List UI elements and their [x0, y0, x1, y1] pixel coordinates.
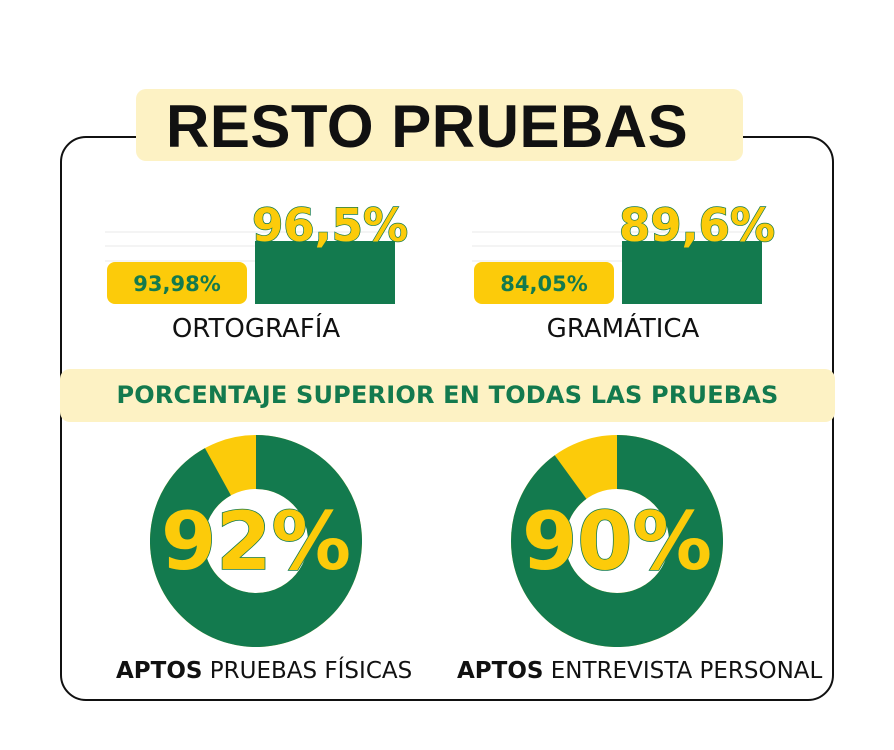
category-label-ortografia: ORTOGRAFÍA — [171, 314, 341, 344]
banner-text: PORCENTAJE SUPERIOR EN TODAS LAS PRUEBAS — [116, 381, 779, 409]
donut-svg: 92% — [150, 435, 362, 647]
category-label-gramatica: GRAMÁTICA — [546, 314, 700, 344]
bar-chart-gramatica: 84,05% 89,6% — [472, 180, 792, 310]
donut-slice-apto — [511, 435, 723, 647]
bar-previous — [474, 262, 614, 304]
caption-bold: APTOS — [457, 658, 544, 684]
caption-bold: APTOS — [116, 658, 203, 684]
bar-previous-label: 84,05% — [500, 272, 587, 296]
banner: PORCENTAJE SUPERIOR EN TODAS LAS PRUEBAS — [60, 369, 835, 422]
caption-entrevista: APTOS ENTREVISTA PERSONAL — [457, 655, 822, 687]
donut-chart-entrevista: 90% — [511, 435, 723, 647]
donut-slice-apto — [150, 435, 362, 647]
bar-current-label: 89,6% — [619, 199, 775, 252]
donut-svg: 90% — [511, 435, 723, 647]
caption-pruebas-fisicas: APTOS PRUEBAS FÍSICAS — [116, 655, 412, 687]
bar-current — [255, 241, 395, 304]
bar-current-label: 96,5% — [252, 199, 408, 252]
page-title: RESTO PRUEBAS — [166, 93, 689, 160]
bar-chart-ortografia-svg: 93,98% 96,5% — [105, 198, 409, 304]
donut-chart-pruebas-fisicas: 92% — [150, 435, 362, 647]
caption-rest: ENTREVISTA PERSONAL — [543, 658, 823, 684]
donut-center-label: 92% — [161, 495, 351, 588]
bar-chart-gramatica-svg: 84,05% 89,6% — [472, 198, 776, 304]
bar-previous-label: 93,98% — [133, 272, 220, 296]
title-background — [136, 89, 743, 161]
bar-chart-ortografia: 93,98% 96,5% — [105, 180, 425, 310]
bar-previous — [107, 262, 247, 304]
bar-current — [622, 241, 762, 304]
donut-center-label: 90% — [522, 495, 712, 588]
caption-rest: PRUEBAS FÍSICAS — [202, 658, 413, 684]
